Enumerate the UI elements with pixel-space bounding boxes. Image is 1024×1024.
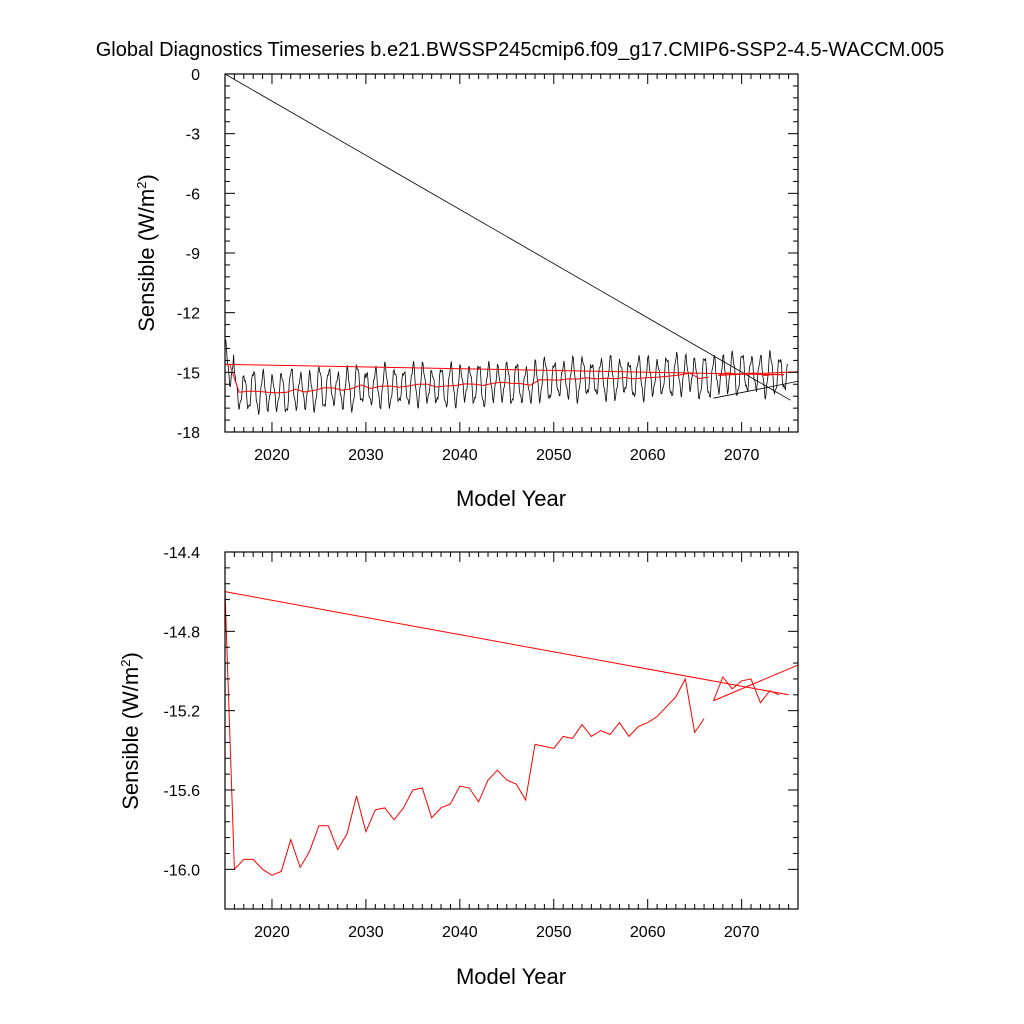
top-y-tick-label: -3 — [186, 127, 200, 144]
bottom-y-label-close: ) — [118, 652, 143, 659]
bottom-plot-frame — [224, 551, 799, 910]
top-x-tick-label: 2040 — [442, 447, 478, 464]
top-x-tick-label: 2030 — [348, 447, 384, 464]
top-x-tick-label: 2020 — [254, 447, 290, 464]
bottom-series-annual-mean-tail — [712, 675, 780, 704]
top-y-label-main: Sensible (W/m — [134, 189, 159, 332]
bottom-series-annual-mean — [224, 591, 705, 876]
bottom-y-label-sup: 2 — [118, 660, 133, 667]
top-y-tick-label: -15 — [177, 365, 200, 382]
top-y-tick-label: -18 — [177, 425, 200, 442]
top-x-axis-label: Model Year — [456, 486, 566, 511]
top-x-tick-label: 2060 — [630, 447, 666, 464]
bottom-series-extra-segment — [713, 664, 799, 702]
bottom-x-tick-label: 2050 — [536, 924, 572, 941]
bottom-y-tick-label: -14.8 — [164, 624, 201, 641]
top-series-extra-segment — [718, 371, 799, 376]
top-y-tick-label: -9 — [186, 246, 200, 263]
bottom-y-label-main: Sensible (W/m — [118, 667, 143, 810]
top-y-label-close: ) — [134, 174, 159, 181]
top-y-tick-label: 0 — [191, 67, 200, 84]
top-panel: 2020 2030 2040 2050 2060 2070 0 -3 -6 -9 -12 -15 -18… — [134, 67, 799, 511]
bottom-series-return-line — [224, 591, 789, 696]
top-series-monthly — [224, 339, 789, 415]
top-series-return-line — [224, 363, 784, 376]
bottom-x-axis-label: Model Year — [456, 964, 566, 989]
chart-title: Global Diagnostics Timeseries b.e21.BWSS… — [96, 39, 945, 61]
top-y-tick-label: -6 — [186, 186, 200, 203]
bottom-y-tick-label: -15.2 — [164, 704, 201, 721]
bottom-y-tick-label: -14.4 — [164, 545, 201, 562]
top-series-return-line — [224, 73, 791, 401]
top-y-tick-label: -12 — [177, 306, 200, 323]
top-series-extra-segment — [713, 380, 799, 399]
bottom-y-tick-label: -15.6 — [164, 783, 201, 800]
top-y-axis-label: Sensible (W/m2) — [134, 174, 159, 332]
bottom-x-tick-label: 2070 — [724, 924, 760, 941]
bottom-x-tick-label: 2040 — [442, 924, 478, 941]
top-y-label-sup: 2 — [134, 182, 149, 189]
bottom-panel: 2020 2030 2040 2050 2060 2070 -14.4 -14.8 -15.2 -… — [118, 545, 799, 989]
bottom-x-tick-label: 2020 — [254, 924, 290, 941]
bottom-y-axis-label: Sensible (W/m2) — [118, 652, 143, 810]
bottom-x-tick-label: 2060 — [630, 924, 666, 941]
top-x-tick-label: 2070 — [724, 447, 760, 464]
top-series-annual-mean — [229, 364, 709, 394]
bottom-x-tick-label: 2030 — [348, 924, 384, 941]
bottom-y-tick-label: -16.0 — [164, 862, 201, 879]
top-x-tick-label: 2050 — [536, 447, 572, 464]
